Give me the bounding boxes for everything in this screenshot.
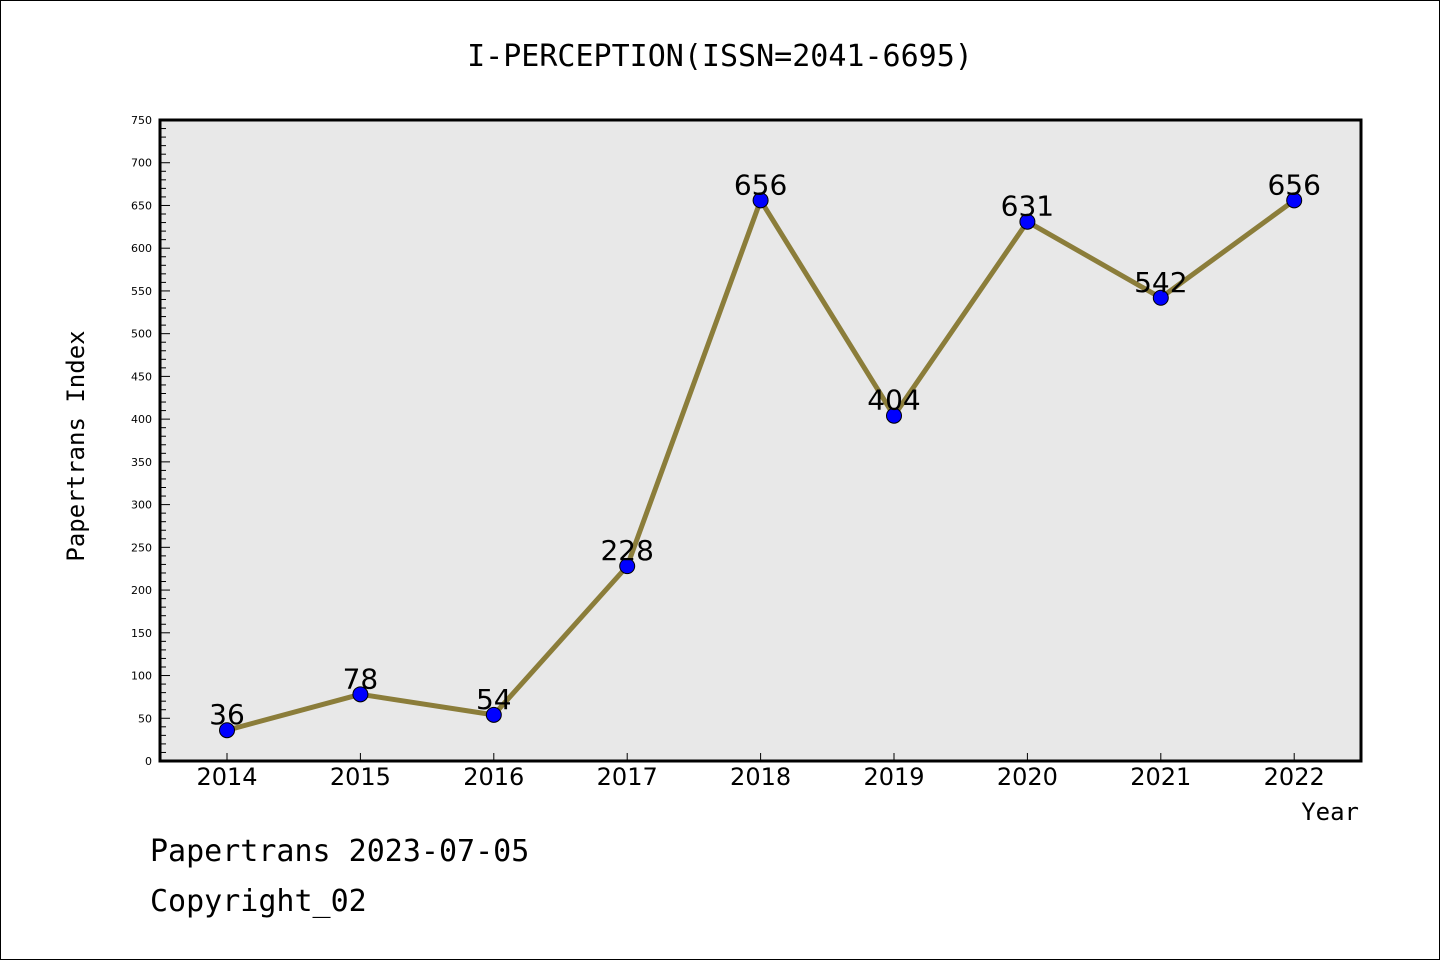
footer-date: Papertrans 2023-07-05: [150, 834, 530, 869]
data-point-2014: [219, 722, 235, 739]
x-tick-label: 2021: [1130, 763, 1191, 791]
data-point-2021: [1152, 289, 1169, 306]
y-tick-label: 0: [145, 755, 152, 768]
y-tick-label: 650: [131, 199, 152, 212]
x-tick-label: 2015: [330, 763, 391, 791]
data-label-2015: 78: [343, 662, 379, 695]
x-tick-label: 2019: [863, 763, 924, 791]
x-tick-label: 2022: [1264, 763, 1325, 791]
y-axis-tick-labels: 0 50 100 150 200 250 300 350 400 450 500 550 600 650 7…: [131, 114, 152, 768]
data-point-2019: [886, 407, 902, 424]
data-label-2020: 631: [1001, 190, 1054, 223]
data-point-2015: [352, 686, 369, 703]
data-label-2019: 404: [867, 384, 920, 417]
data-label-2016: 54: [476, 683, 512, 716]
data-label-2018: 656: [734, 168, 787, 201]
data-label-2014: 36: [209, 698, 245, 731]
x-axis-label: Year: [1301, 798, 1359, 826]
x-tick-label: 2020: [997, 763, 1058, 791]
y-tick-label: 250: [131, 541, 152, 554]
plot-area: [158, 118, 1363, 763]
y-tick-label: 750: [131, 114, 152, 127]
y-axis-ticks: [160, 119, 1295, 762]
y-tick-label: 50: [138, 712, 152, 725]
data-point-2017: [619, 558, 636, 575]
data-point-2018: [752, 192, 769, 209]
x-tick-label: 2018: [730, 763, 791, 791]
x-axis-tick-labels: 2014 2015 2016 2017 2018 2019 2020 2021 2022: [196, 763, 1324, 791]
y-tick-label: 400: [131, 413, 152, 426]
y-tick-label: 150: [131, 627, 152, 640]
x-tick-label: 2017: [597, 763, 658, 791]
data-label-2022: 656: [1267, 168, 1320, 201]
y-tick-label: 700: [131, 157, 152, 170]
y-tick-label: 500: [131, 328, 152, 341]
x-tick-label: 2014: [196, 763, 257, 791]
y-tick-label: 350: [131, 456, 152, 469]
series-markers: [219, 192, 1303, 739]
data-point-2016: [485, 706, 502, 723]
footer-copyright: Copyright_02: [150, 884, 367, 919]
data-point-2022: [1286, 192, 1303, 209]
y-tick-label: 300: [131, 499, 152, 512]
y-tick-label: 550: [131, 285, 152, 298]
x-tick-label: 2016: [463, 763, 524, 791]
y-tick-label: 600: [131, 242, 152, 255]
data-labels: 36 78 54 228 656 404 631 542 656: [209, 168, 1321, 731]
chart-title: I-PERCEPTION(ISSN=2041-6695): [467, 39, 973, 74]
y-tick-label: 450: [131, 370, 152, 383]
data-point-2020: [1019, 213, 1036, 230]
y-axis-label: Papertrans Index: [62, 330, 90, 561]
y-tick-label: 100: [131, 670, 152, 683]
data-label-2017: 228: [600, 534, 653, 567]
y-tick-label: 200: [131, 584, 152, 597]
data-label-2021: 542: [1134, 266, 1187, 299]
